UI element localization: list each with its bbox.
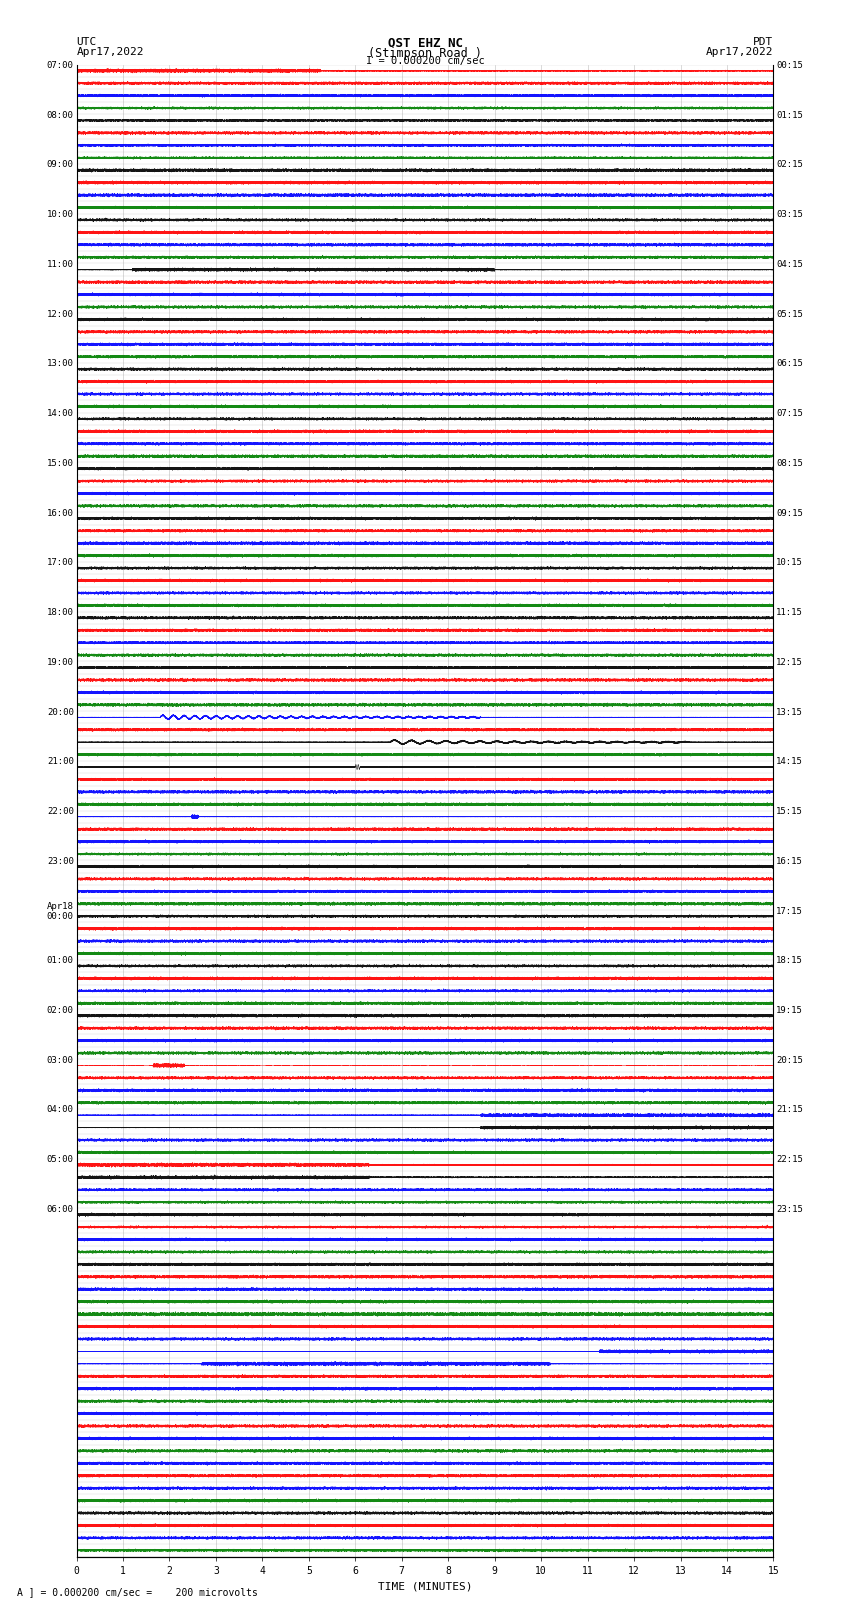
Text: I = 0.000200 cm/sec: I = 0.000200 cm/sec <box>366 56 484 66</box>
Text: Apr17,2022: Apr17,2022 <box>76 47 144 56</box>
Text: (Stimpson Road ): (Stimpson Road ) <box>368 47 482 60</box>
Text: Apr17,2022: Apr17,2022 <box>706 47 774 56</box>
X-axis label: TIME (MINUTES): TIME (MINUTES) <box>377 1581 473 1590</box>
Text: OST EHZ NC: OST EHZ NC <box>388 37 462 50</box>
Text: A ] = 0.000200 cm/sec =    200 microvolts: A ] = 0.000200 cm/sec = 200 microvolts <box>17 1587 258 1597</box>
Text: PDT: PDT <box>753 37 774 47</box>
Text: UTC: UTC <box>76 37 97 47</box>
